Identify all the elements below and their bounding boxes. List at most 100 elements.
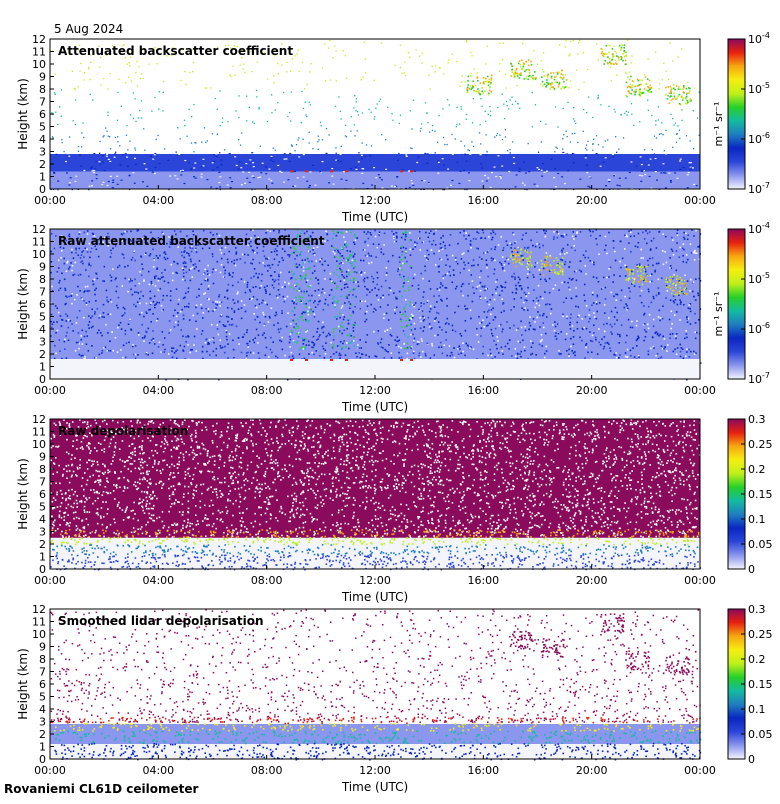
panel-4-ytick-label: 1 bbox=[39, 741, 46, 754]
panel-3-colorbar-tick-label: 0.15 bbox=[748, 488, 773, 501]
panel-2-ytick-label: 1 bbox=[39, 361, 46, 374]
panel-2-xtick-label: 00:00 bbox=[684, 384, 716, 397]
panel-1-xlabel: Time (UTC) bbox=[341, 210, 408, 224]
panel-1-ytick-label: 11 bbox=[32, 46, 46, 59]
panel-4-ytick-label: 2 bbox=[39, 728, 46, 741]
panel-4-ytick-label: 9 bbox=[39, 641, 46, 654]
panel-2-ytick-label: 6 bbox=[39, 298, 46, 311]
panel-3-ytick-label: 2 bbox=[39, 538, 46, 551]
panel-2-ylabel: Height (km) bbox=[16, 268, 30, 339]
panel-1-ytick-label: 6 bbox=[39, 108, 46, 121]
panel-1-colorbar bbox=[728, 39, 745, 189]
panel-3-ytick-label: 12 bbox=[32, 413, 46, 426]
panel-4-xtick-label: 20:00 bbox=[576, 764, 608, 777]
panel-3-xtick-label: 12:00 bbox=[359, 574, 391, 587]
panel-2-colorbar-tick-label: 10-4 bbox=[748, 221, 770, 236]
panel-1-ytick-label: 1 bbox=[39, 171, 46, 184]
panel-2-ytick-label: 9 bbox=[39, 261, 46, 274]
panel-3-colorbar-tick-label: 0.05 bbox=[748, 538, 773, 551]
panel-2-ytick-label: 7 bbox=[39, 286, 46, 299]
panel-2-xtick-label: 04:00 bbox=[142, 384, 174, 397]
panel-1-ytick-label: 3 bbox=[39, 146, 46, 159]
panel-3-ytick-label: 8 bbox=[39, 463, 46, 476]
panel-3-ylabel: Height (km) bbox=[16, 458, 30, 529]
panel-3-colorbar-tick-label: 0.1 bbox=[748, 513, 766, 526]
panel-4-ylabel: Height (km) bbox=[16, 648, 30, 719]
panel-3-ytick-label: 7 bbox=[39, 476, 46, 489]
panel-3-xtick-label: 08:00 bbox=[251, 574, 283, 587]
panel-2-ytick-label: 4 bbox=[39, 323, 46, 336]
panel-3-colorbar-tick-label: 0.25 bbox=[748, 438, 773, 451]
panel-4-ytick-label: 12 bbox=[32, 603, 46, 616]
panel-2-ytick-label: 10 bbox=[32, 248, 46, 261]
panel-4-ytick-label: 3 bbox=[39, 716, 46, 729]
panel-3-colorbar-tick-label: 0.2 bbox=[748, 463, 766, 476]
panel-3-ytick-label: 11 bbox=[32, 426, 46, 439]
panel-3-xlabel: Time (UTC) bbox=[341, 590, 408, 604]
panel-3-ytick-label: 6 bbox=[39, 488, 46, 501]
panel-2-colorbar-tick-label: 10-6 bbox=[748, 321, 770, 336]
panel-4-ytick-label: 10 bbox=[32, 628, 46, 641]
panel-2-ytick-label: 5 bbox=[39, 311, 46, 324]
panel-1-ytick-label: 2 bbox=[39, 158, 46, 171]
panel-1-xtick-label: 16:00 bbox=[467, 194, 499, 207]
panel-3-colorbar-tick-label: 0.3 bbox=[748, 413, 766, 426]
panel-4-ytick-label: 6 bbox=[39, 678, 46, 691]
panel-2-xtick-label: 20:00 bbox=[576, 384, 608, 397]
panel-4-colorbar-tick-label: 0.2 bbox=[748, 653, 766, 666]
panel-1-xtick-label: 04:00 bbox=[142, 194, 174, 207]
panel-3-xtick-label: 20:00 bbox=[576, 574, 608, 587]
panel-3-xtick-label: 16:00 bbox=[467, 574, 499, 587]
panel-1-ytick-label: 10 bbox=[32, 58, 46, 71]
panel-1-ytick-label: 7 bbox=[39, 96, 46, 109]
panel-2-colorbar-unit: m⁻¹ sr⁻¹ bbox=[712, 292, 725, 337]
panel-2-ytick-label: 3 bbox=[39, 336, 46, 349]
panel-3-ytick-label: 10 bbox=[32, 438, 46, 451]
panel-4-colorbar-tick-label: 0.25 bbox=[748, 628, 773, 641]
panel-4-xtick-label: 04:00 bbox=[142, 764, 174, 777]
panel-1-ytick-label: 8 bbox=[39, 83, 46, 96]
panel-2-xtick-label: 08:00 bbox=[251, 384, 283, 397]
panel-4-ytick-label: 7 bbox=[39, 666, 46, 679]
panel-2-ytick-label: 12 bbox=[32, 223, 46, 236]
panel-2-heatmap-raster bbox=[50, 229, 702, 381]
panel-3-colorbar-tick-label: 0 bbox=[748, 563, 755, 576]
panel-1-heatmap-raster bbox=[50, 39, 700, 190]
panel-1-ytick-label: 4 bbox=[39, 133, 46, 146]
panel-2-ytick-label: 8 bbox=[39, 273, 46, 286]
panel-4-ytick-label: 8 bbox=[39, 653, 46, 666]
panel-1-colorbar-unit: m⁻¹ sr⁻¹ bbox=[712, 102, 725, 147]
panel-3-ytick-label: 3 bbox=[39, 526, 46, 539]
panel-2-colorbar bbox=[728, 229, 745, 379]
panel-1-ytick-label: 5 bbox=[39, 121, 46, 134]
panel-3-title: Raw depolarisation bbox=[58, 424, 188, 438]
panel-2-ytick-label: 2 bbox=[39, 348, 46, 361]
panel-3-xtick-label: 00:00 bbox=[684, 574, 716, 587]
panel-2-colorbar-tick-label: 10-7 bbox=[748, 371, 770, 386]
panel-1-xtick-label: 20:00 bbox=[576, 194, 608, 207]
panel-1-ytick-label: 12 bbox=[32, 33, 46, 46]
panel-4-colorbar-tick-label: 0 bbox=[748, 753, 755, 766]
panel-4-xtick-label: 16:00 bbox=[467, 764, 499, 777]
panel-4-ytick-label: 5 bbox=[39, 691, 46, 704]
panel-1-colorbar-tick-label: 10-6 bbox=[748, 131, 770, 146]
panel-4-colorbar-tick-label: 0.1 bbox=[748, 703, 766, 716]
panel-4-colorbar-tick-label: 0.15 bbox=[748, 678, 773, 691]
panel-2-colorbar-tick-label: 10-5 bbox=[748, 271, 770, 286]
panel-1-colorbar-tick-label: 10-4 bbox=[748, 31, 770, 46]
footer-instrument-label: Rovaniemi CL61D ceilometer bbox=[4, 782, 199, 796]
panel-1-title: Attenuated backscatter coefficient bbox=[58, 44, 293, 58]
panel-4-xtick-label: 08:00 bbox=[251, 764, 283, 777]
panel-3-ytick-label: 9 bbox=[39, 451, 46, 464]
panel-4-ytick-label: 11 bbox=[32, 616, 46, 629]
panel-1-colorbar-tick-label: 10-5 bbox=[748, 81, 770, 96]
panel-3-ytick-label: 5 bbox=[39, 501, 46, 514]
panel-1-xtick-label: 12:00 bbox=[359, 194, 391, 207]
panel-3-heatmap-raster bbox=[50, 419, 701, 571]
panel-3-ytick-label: 4 bbox=[39, 513, 46, 526]
